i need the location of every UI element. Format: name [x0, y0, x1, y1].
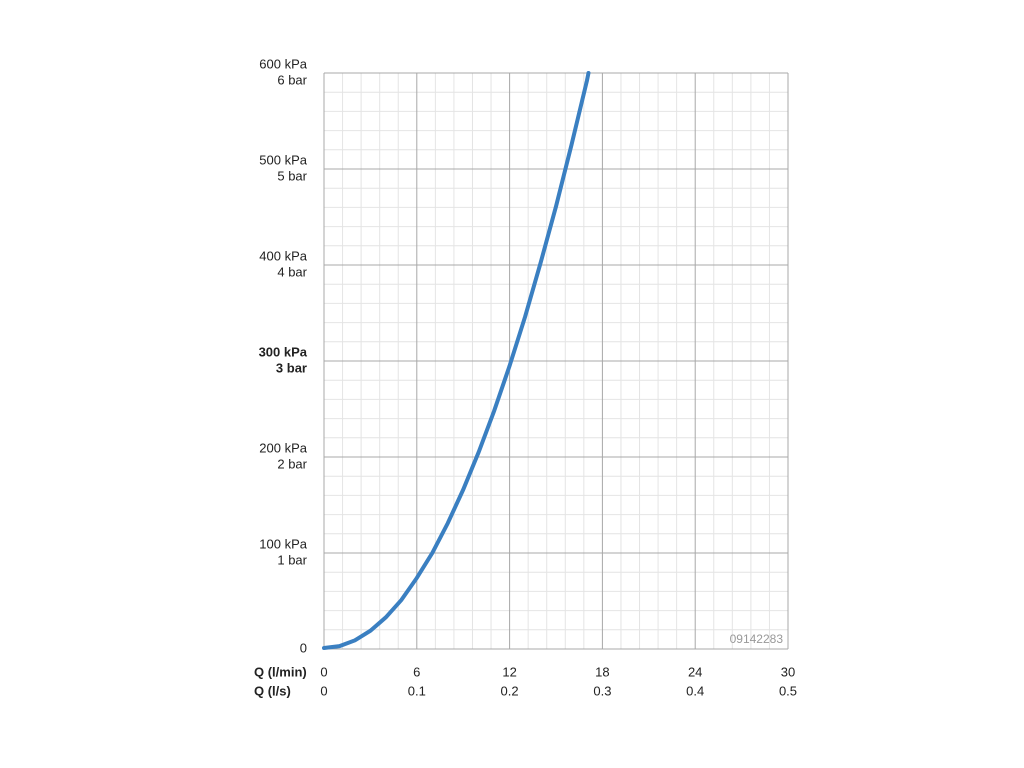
- y2-tick-label: 2 bar: [277, 456, 307, 471]
- y2-tick-label: 6 bar: [277, 72, 307, 87]
- x2-tick-label: 0.1: [408, 683, 426, 698]
- x-tick-label: 30: [781, 664, 795, 679]
- x2-tick-label: 0.3: [593, 683, 611, 698]
- annotation: 09142283: [730, 632, 784, 646]
- y2-tick-label: 3 bar: [276, 360, 307, 375]
- x2-axis-label: Q (l/s): [254, 683, 291, 698]
- x2-tick-label: 0.4: [686, 683, 704, 698]
- x-axis-label: Q (l/min): [254, 664, 307, 679]
- y-tick-label: 400 kPa: [259, 248, 307, 263]
- y2-tick-label: 1 bar: [277, 552, 307, 567]
- y-tick-label: 100 kPa: [259, 536, 307, 551]
- x2-tick-label: 0.2: [501, 683, 519, 698]
- y-tick-label: 200 kPa: [259, 440, 307, 455]
- y-tick-label: 0: [300, 640, 307, 655]
- x-tick-label: 12: [502, 664, 516, 679]
- y2-tick-label: 5 bar: [277, 168, 307, 183]
- x-tick-label: 6: [413, 664, 420, 679]
- x2-tick-label: 0: [320, 683, 327, 698]
- x2-tick-label: 0.5: [779, 683, 797, 698]
- x-tick-label: 18: [595, 664, 609, 679]
- y-tick-label: 600 kPa: [259, 56, 307, 71]
- y-tick-label: 300 kPa: [259, 344, 308, 359]
- y-tick-label: 500 kPa: [259, 152, 307, 167]
- y2-tick-label: 4 bar: [277, 264, 307, 279]
- flow-curve: [322, 71, 591, 651]
- x-tick-label: 24: [688, 664, 702, 679]
- x-tick-label: 0: [320, 664, 327, 679]
